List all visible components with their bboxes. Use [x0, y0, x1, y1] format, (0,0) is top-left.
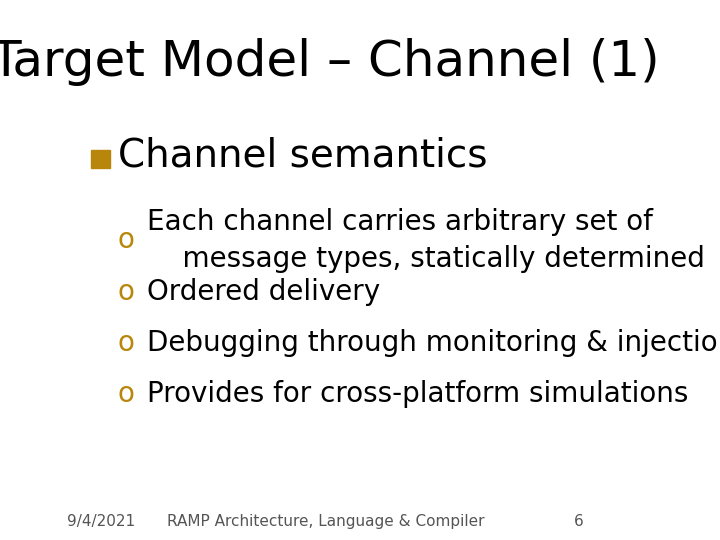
Text: o: o [117, 226, 135, 254]
Text: 6: 6 [575, 514, 584, 529]
Text: RAMP Architecture, Language & Compiler: RAMP Architecture, Language & Compiler [166, 514, 484, 529]
Text: Target Model – Channel (1): Target Model – Channel (1) [0, 38, 660, 86]
Text: Debugging through monitoring & injection: Debugging through monitoring & injection [148, 329, 720, 357]
Text: o: o [117, 278, 135, 306]
Text: Ordered delivery: Ordered delivery [148, 278, 381, 306]
Text: Channel semantics: Channel semantics [118, 137, 487, 174]
Text: Provides for cross-platform simulations: Provides for cross-platform simulations [148, 380, 689, 408]
Bar [91, 150, 109, 168]
Text: 9/4/2021: 9/4/2021 [66, 514, 135, 529]
Text: o: o [117, 380, 135, 408]
Text: o: o [117, 329, 135, 357]
Text: Each channel carries arbitrary set of
    message types, statically determined: Each channel carries arbitrary set of me… [148, 208, 706, 273]
